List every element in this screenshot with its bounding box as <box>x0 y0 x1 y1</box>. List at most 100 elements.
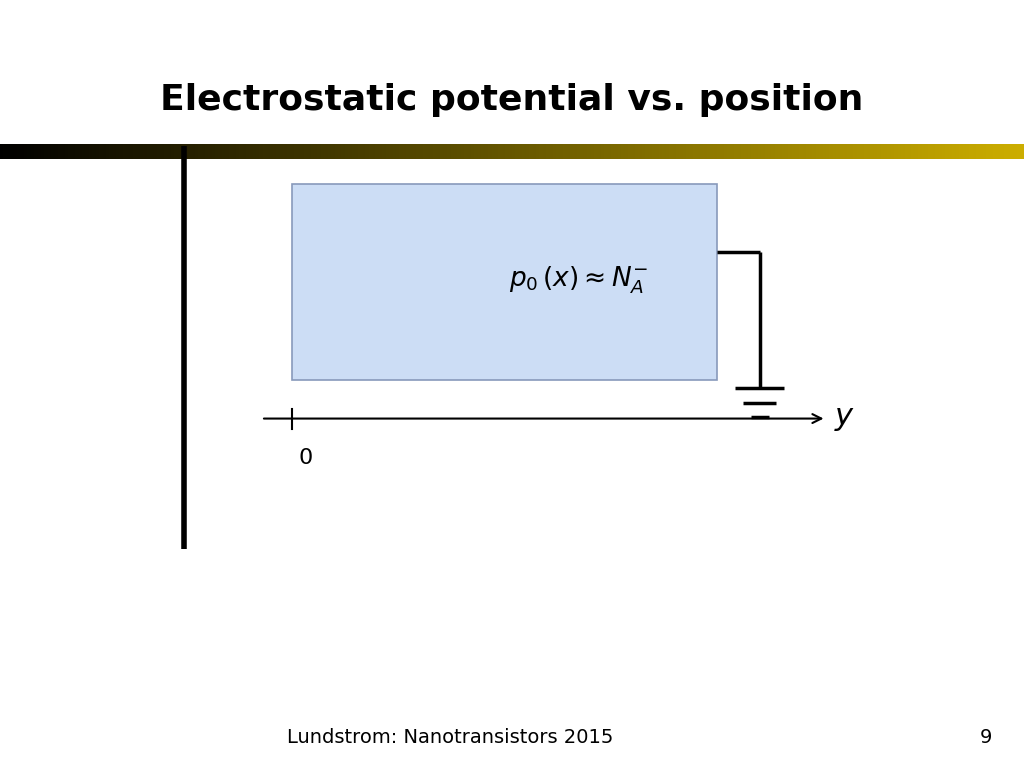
Bar <box>536 144 541 159</box>
Bar <box>802 144 807 159</box>
Bar <box>492 144 496 159</box>
Bar <box>556 144 561 159</box>
Bar <box>72 144 76 159</box>
Bar <box>126 144 131 159</box>
Bar <box>140 144 144 159</box>
Bar <box>290 144 295 159</box>
Bar <box>89 144 93 159</box>
Bar <box>525 144 530 159</box>
Bar <box>171 144 175 159</box>
Bar <box>468 144 472 159</box>
Bar <box>17 144 22 159</box>
Bar <box>304 144 308 159</box>
Bar <box>218 144 223 159</box>
Bar <box>959 144 964 159</box>
Bar <box>82 144 86 159</box>
Bar <box>239 144 244 159</box>
Bar <box>437 144 441 159</box>
Bar <box>228 144 233 159</box>
Bar <box>495 144 500 159</box>
Bar <box>775 144 779 159</box>
Bar <box>3 144 8 159</box>
Bar <box>120 144 124 159</box>
Bar <box>133 144 137 159</box>
Bar <box>812 144 817 159</box>
Bar <box>942 144 946 159</box>
Bar <box>273 144 278 159</box>
Bar <box>24 144 29 159</box>
Bar <box>737 144 741 159</box>
Bar <box>269 144 274 159</box>
Bar <box>935 144 940 159</box>
Bar <box>686 144 690 159</box>
Bar <box>13 144 18 159</box>
Bar <box>212 144 216 159</box>
Bar <box>263 144 267 159</box>
Bar <box>727 144 731 159</box>
Bar <box>847 144 851 159</box>
Bar <box>642 144 646 159</box>
Bar <box>970 144 974 159</box>
Bar <box>502 144 506 159</box>
Bar <box>355 144 359 159</box>
Bar <box>949 144 953 159</box>
Bar <box>369 144 373 159</box>
Bar <box>676 144 680 159</box>
Bar <box>161 144 165 159</box>
Bar <box>79 144 83 159</box>
Bar <box>95 144 100 159</box>
Bar <box>481 144 485 159</box>
Bar <box>891 144 895 159</box>
Bar <box>683 144 687 159</box>
Bar <box>379 144 383 159</box>
Bar <box>396 144 400 159</box>
Bar <box>857 144 861 159</box>
Bar <box>833 144 838 159</box>
Bar <box>611 144 615 159</box>
Bar <box>92 144 96 159</box>
Bar <box>358 144 362 159</box>
Bar <box>734 144 738 159</box>
Bar <box>65 144 70 159</box>
Bar <box>724 144 728 159</box>
Bar <box>314 144 318 159</box>
Bar <box>146 144 152 159</box>
Bar <box>919 144 923 159</box>
Bar <box>1014 144 1018 159</box>
Bar <box>509 144 513 159</box>
Bar <box>256 144 260 159</box>
Bar <box>1000 144 1005 159</box>
Bar <box>730 144 735 159</box>
Bar <box>863 144 868 159</box>
Bar <box>925 144 930 159</box>
Bar <box>778 144 782 159</box>
Bar <box>236 144 240 159</box>
Bar <box>792 144 797 159</box>
Bar <box>843 144 848 159</box>
Bar <box>177 144 182 159</box>
Bar <box>451 144 455 159</box>
Bar <box>560 144 564 159</box>
Bar <box>577 144 582 159</box>
Bar <box>389 144 393 159</box>
Bar <box>755 144 759 159</box>
Bar <box>986 144 991 159</box>
Bar <box>584 144 588 159</box>
Bar <box>673 144 677 159</box>
Bar <box>58 144 62 159</box>
Bar <box>717 144 721 159</box>
Bar <box>570 144 574 159</box>
Bar <box>338 144 342 159</box>
Bar <box>44 144 49 159</box>
Bar <box>929 144 933 159</box>
Bar <box>532 144 537 159</box>
Bar <box>707 144 711 159</box>
Bar <box>581 144 585 159</box>
Bar <box>31 144 35 159</box>
Bar <box>740 144 745 159</box>
Bar <box>454 144 459 159</box>
Bar <box>591 144 595 159</box>
Bar <box>464 144 469 159</box>
Bar <box>1007 144 1012 159</box>
Bar <box>105 144 111 159</box>
